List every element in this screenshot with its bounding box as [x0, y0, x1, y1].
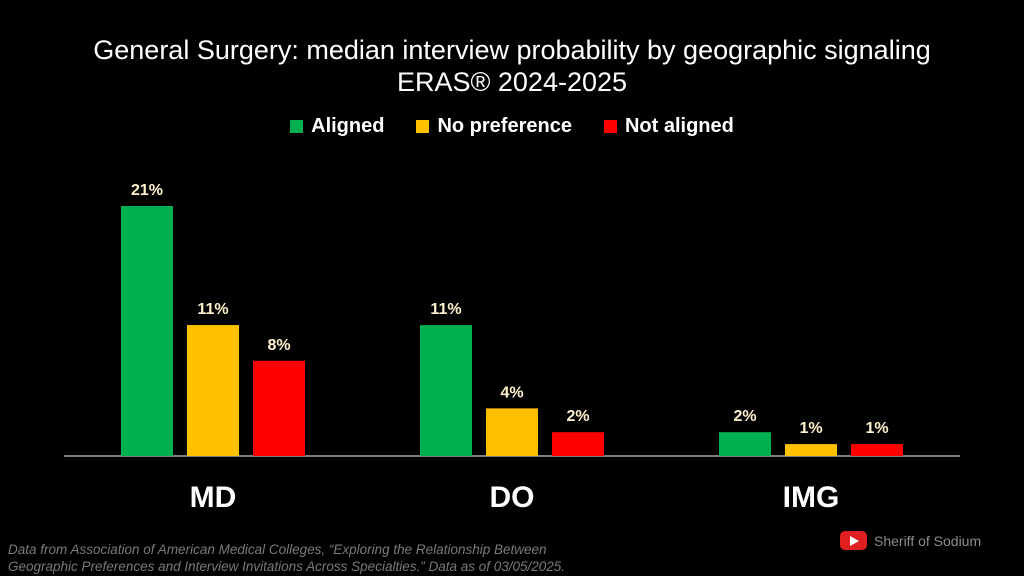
data-label-img-not-aligned: 1%: [865, 420, 888, 437]
bar-do-no-preference: [486, 408, 538, 456]
legend-swatch-aligned: [290, 120, 304, 133]
category-label-do: DO: [490, 481, 535, 514]
bar-img-aligned: [719, 432, 771, 456]
category-label-img: IMG: [783, 481, 840, 514]
legend-item-aligned: Aligned: [290, 115, 384, 138]
bar-img-no-preference: [785, 444, 837, 456]
brand[interactable]: Sheriff of Sodium: [840, 531, 981, 550]
data-label-md-no-preference: 11%: [197, 301, 228, 318]
youtube-icon: [840, 531, 867, 550]
footnote-line-1: Data from Association of American Medica…: [8, 542, 547, 557]
data-label-do-aligned: 11%: [430, 301, 461, 318]
chart-title: General Surgery: median interview probab…: [0, 34, 1024, 98]
data-label-md-not-aligned: 8%: [267, 337, 290, 354]
legend-label-aligned: Aligned: [311, 115, 385, 137]
category-label-md: MD: [190, 481, 237, 514]
legend: Aligned No preference Not aligned: [0, 115, 1024, 138]
data-label-do-not-aligned: 2%: [566, 408, 589, 425]
data-label-img-no-preference: 1%: [799, 420, 822, 437]
bar-do-not-aligned: [552, 432, 604, 456]
chart-title-main: General Surgery: median interview probab…: [93, 35, 931, 65]
data-label-do-no-preference: 4%: [500, 384, 523, 401]
bar-md-not-aligned: [253, 360, 305, 456]
legend-item-not-aligned: Not aligned: [603, 115, 734, 138]
footnote-line-2: Geographic Preferences and Interview Inv…: [8, 559, 566, 574]
bar-md-aligned: [121, 206, 173, 456]
data-label-md-aligned: 21%: [131, 182, 163, 199]
footnote: Data from Association of American Medica…: [8, 541, 565, 575]
bar-img-not-aligned: [851, 444, 903, 456]
brand-name: Sheriff of Sodium: [874, 532, 982, 549]
chart-subtitle: ERAS® 2024-2025: [396, 67, 628, 97]
legend-swatch-not-aligned: [603, 120, 617, 133]
data-label-img-aligned: 2%: [733, 408, 756, 425]
bar-do-aligned: [420, 325, 472, 456]
legend-label-no-preference: No preference: [437, 115, 572, 137]
legend-item-no-preference: No preference: [416, 115, 572, 138]
legend-swatch-no-preference: [416, 120, 430, 133]
legend-label-not-aligned: Not aligned: [624, 115, 734, 137]
bar-md-no-preference: [187, 325, 239, 456]
